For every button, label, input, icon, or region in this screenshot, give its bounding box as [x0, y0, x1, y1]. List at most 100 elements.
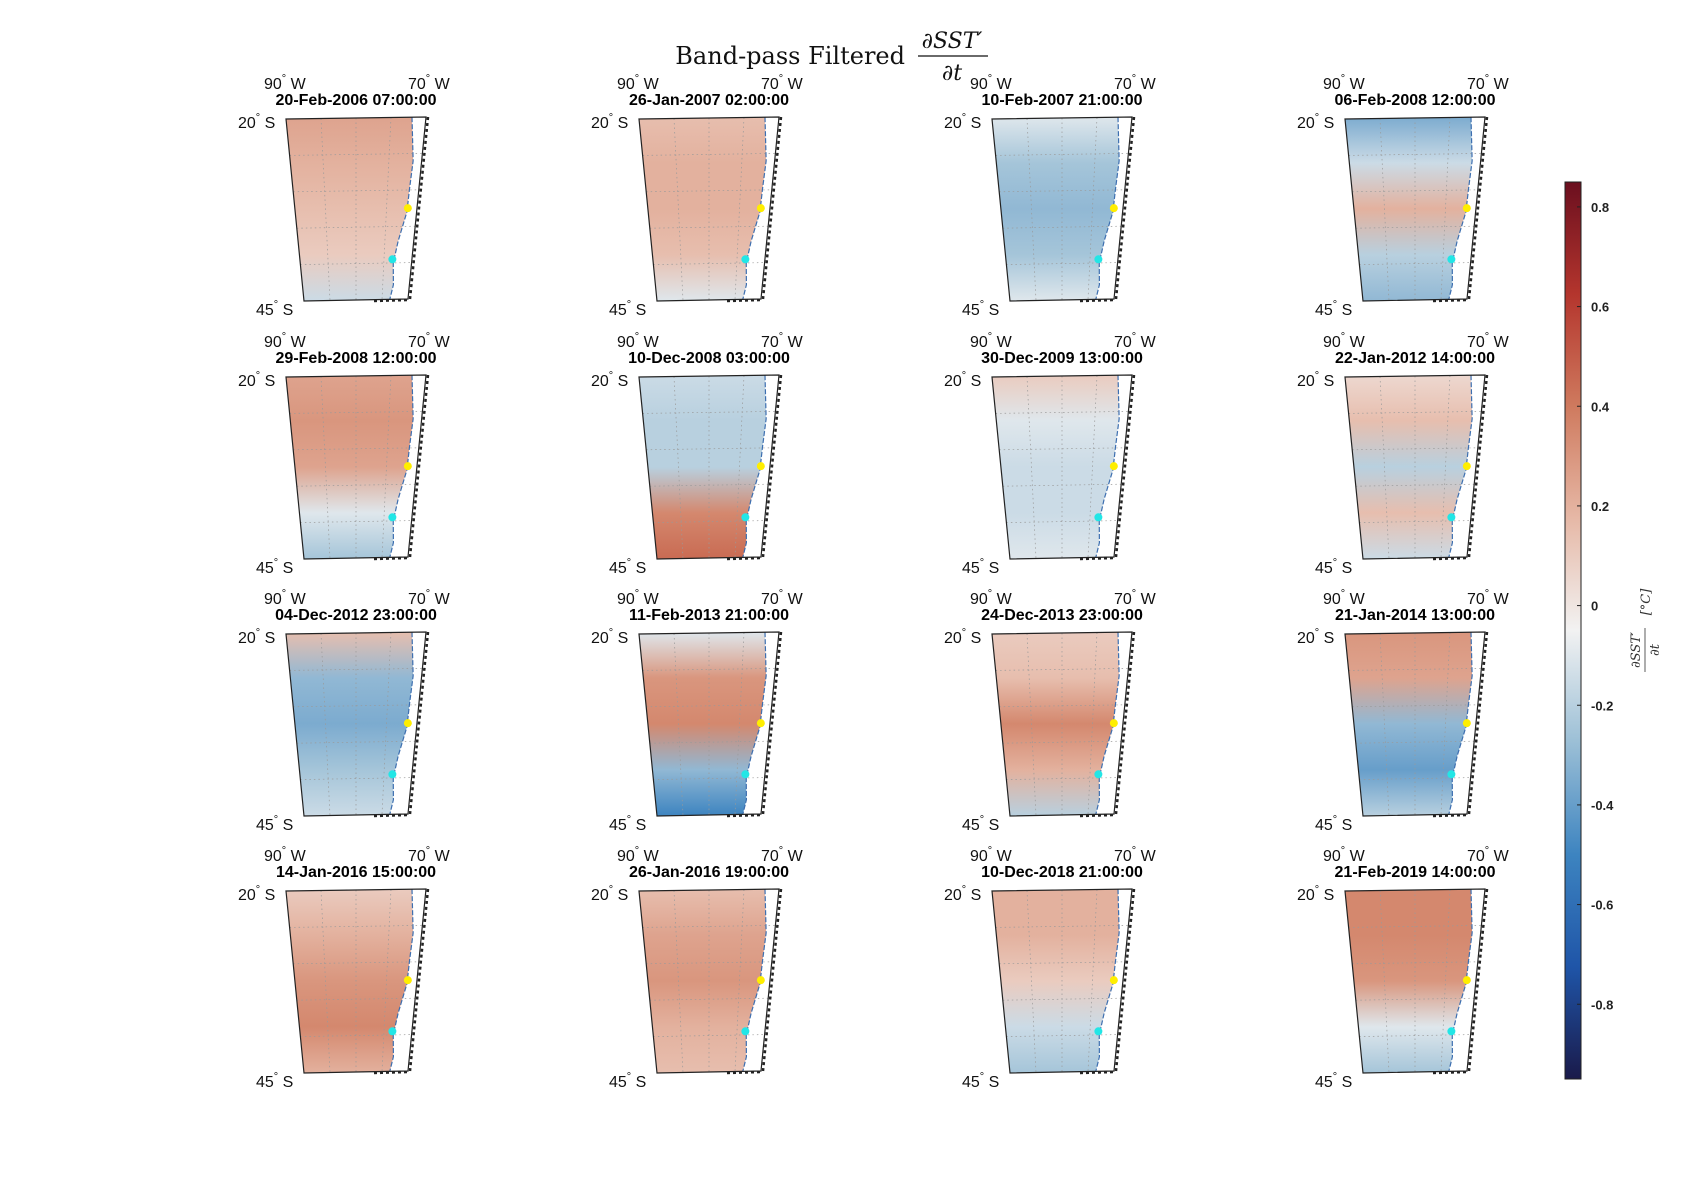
meridian-gridline — [734, 889, 745, 1072]
cyan-station-marker — [1094, 513, 1103, 522]
lon-label-west: 90° W — [970, 588, 1013, 608]
lat-label-south: 45° S — [609, 557, 646, 577]
lat-label-south: 45° S — [962, 814, 999, 834]
parallel-gridline — [653, 777, 765, 780]
panel-title: 11-Feb-2013 21:00:00 — [629, 607, 789, 624]
lat-label-south: 45° S — [256, 299, 293, 319]
parallel-gridline — [1006, 777, 1118, 780]
parallel-gridline — [1002, 483, 1122, 487]
lat-label-south: 45° S — [1315, 299, 1352, 319]
parallel-gridline — [649, 740, 769, 744]
colorbar-tick-label: -0.2 — [1591, 698, 1613, 713]
parallel-gridline — [296, 225, 416, 229]
parallel-gridline — [649, 225, 769, 229]
colorbar-tick-label: 0.8 — [1591, 200, 1609, 215]
parallel-gridline — [1359, 1034, 1471, 1037]
meridian-gridline — [381, 117, 392, 300]
cyan-station-marker — [1447, 770, 1456, 779]
map-frame — [638, 631, 780, 817]
parallel-gridline — [296, 740, 416, 744]
yellow-station-marker — [1109, 976, 1118, 985]
map-frame — [1344, 116, 1486, 302]
meridian-gridline — [1379, 118, 1390, 301]
yellow-station-marker — [403, 462, 412, 471]
parallel-gridline — [1002, 225, 1122, 229]
meridian-gridline — [320, 118, 331, 301]
panel-title: 06-Feb-2008 12:00:00 — [1335, 92, 1496, 109]
frame-ticks-east — [761, 888, 783, 1072]
lat-label-south: 45° S — [256, 814, 293, 834]
panel-title: 10-Dec-2018 21:00:00 — [981, 864, 1143, 881]
frame-ticks-east — [1114, 116, 1136, 300]
cyan-station-marker — [741, 255, 750, 264]
colorbar-label: ∂SST′ ∂t [°C] — [1629, 588, 1663, 672]
lon-label-west: 90° W — [264, 588, 307, 608]
parallel-gridline — [1352, 447, 1478, 451]
panel-title: 21-Feb-2019 14:00:00 — [1335, 864, 1496, 881]
meridian-gridline — [1026, 118, 1037, 301]
parallel-gridline — [999, 189, 1125, 193]
lat-label-north: 20° S — [1297, 112, 1334, 132]
meridian-gridline — [673, 633, 684, 816]
colorbar-tick-label: 0 — [1591, 599, 1598, 614]
lat-label-south: 45° S — [962, 1071, 999, 1091]
parallel-gridline — [296, 483, 416, 487]
lon-label-west: 90° W — [1323, 588, 1366, 608]
map-frame — [285, 631, 427, 817]
yellow-station-marker — [403, 976, 412, 985]
lon-label-west: 90° W — [1323, 331, 1366, 351]
map-frame — [991, 888, 1133, 1074]
cyan-station-marker — [1447, 513, 1456, 522]
parallel-gridline — [1355, 997, 1475, 1001]
lon-label-east: 70° W — [761, 331, 804, 351]
meridian-gridline — [320, 890, 331, 1073]
map-panels: 90° W 70° W 20° S 45° S 20-Feb-2006 07:00:00… — [238, 73, 1510, 1091]
lon-label-west: 90° W — [264, 331, 307, 351]
yellow-station-marker — [756, 976, 765, 985]
panel-title: 26-Jan-2007 02:00:00 — [629, 92, 789, 109]
meridian-gridline — [1087, 632, 1098, 815]
panel-title: 22-Jan-2012 14:00:00 — [1335, 350, 1495, 367]
parallel-gridline — [646, 447, 772, 451]
yellow-station-marker — [756, 462, 765, 471]
lat-label-south: 45° S — [1315, 557, 1352, 577]
lon-label-east: 70° W — [408, 331, 451, 351]
meridian-gridline — [1440, 375, 1451, 558]
lat-label-north: 20° S — [238, 884, 275, 904]
parallel-gridline — [1355, 483, 1475, 487]
lon-label-east: 70° W — [1114, 73, 1157, 93]
frame-ticks-east — [408, 374, 430, 558]
cyan-station-marker — [1094, 255, 1103, 264]
lat-label-north: 20° S — [944, 884, 981, 904]
lon-label-east: 70° W — [1467, 73, 1510, 93]
parallel-gridline — [653, 520, 765, 523]
map-frame — [638, 888, 780, 1074]
lon-label-west: 90° W — [970, 73, 1013, 93]
title-numerator: ∂SST′ — [922, 29, 983, 54]
lon-label-east: 70° W — [761, 73, 804, 93]
map-panel: 90° W 70° W 20° S 45° S 20-Feb-2006 07:00:00 — [238, 73, 451, 319]
parallel-gridline — [293, 189, 419, 193]
colorbar-ticks: 0.8 0.6 0.4 0.2 0 -0.2 -0.4 -0.6 -0.8 — [1577, 200, 1614, 1012]
yellow-station-marker — [403, 204, 412, 213]
meridian-gridline — [381, 889, 392, 1072]
parallel-gridline — [1359, 777, 1471, 780]
colorbar-tick-label: -0.4 — [1591, 798, 1614, 813]
map-panel: 90° W 70° W 20° S 45° S 10-Feb-2007 21:00:00 — [944, 73, 1157, 319]
meridian-gridline — [1440, 889, 1451, 1072]
lon-label-west: 90° W — [1323, 845, 1366, 865]
colorbar: 0.8 0.6 0.4 0.2 0 -0.2 -0.4 -0.6 -0.8 ∂SST′ ∂t [… — [1564, 181, 1663, 1080]
map-frame — [991, 374, 1133, 560]
map-panel: 90° W 70° W 20° S 45° S 22-Jan-2012 14:00:00 — [1297, 331, 1510, 577]
lon-label-east: 70° W — [408, 845, 451, 865]
lat-label-north: 20° S — [1297, 627, 1334, 647]
parallel-gridline — [293, 447, 419, 451]
yellow-station-marker — [1462, 976, 1471, 985]
meridian-gridline — [1087, 375, 1098, 558]
colorbar-tick-label: -0.8 — [1591, 997, 1613, 1012]
meridian-gridline — [320, 376, 331, 559]
colorbar-label-unit: [°C] — [1639, 588, 1654, 616]
parallel-gridline — [300, 1034, 412, 1037]
lat-label-south: 45° S — [256, 1071, 293, 1091]
lat-label-south: 45° S — [609, 814, 646, 834]
